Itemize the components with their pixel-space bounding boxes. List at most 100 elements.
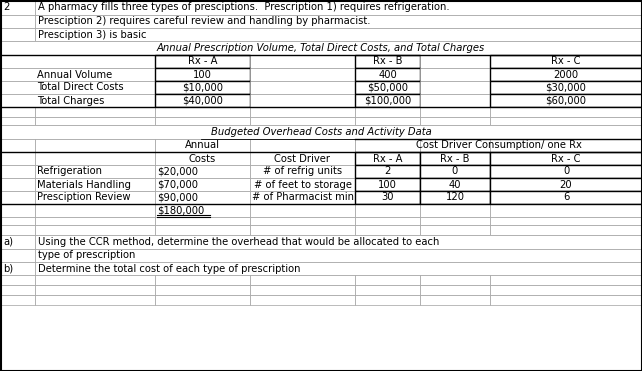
Text: 6: 6 — [563, 193, 569, 203]
Bar — [490, 295, 642, 305]
Bar — [490, 94, 642, 107]
Bar — [490, 225, 642, 235]
Bar — [420, 81, 490, 94]
Bar — [420, 295, 490, 305]
Text: Rx - A: Rx - A — [187, 56, 217, 66]
Text: 2: 2 — [385, 167, 391, 177]
Text: $10,000: $10,000 — [182, 82, 223, 92]
Bar — [155, 55, 250, 68]
Bar — [250, 165, 355, 178]
Text: b): b) — [3, 263, 13, 273]
Bar — [155, 275, 250, 285]
Bar — [35, 178, 155, 191]
Bar — [490, 165, 642, 178]
Text: 100: 100 — [193, 69, 212, 79]
Bar — [0, 41, 642, 55]
Bar — [490, 107, 642, 117]
Text: Cost Driver Consumption/ one Rx: Cost Driver Consumption/ one Rx — [415, 141, 582, 151]
Bar — [355, 295, 420, 305]
Bar — [355, 225, 420, 235]
Bar — [35, 0, 642, 15]
Text: $100,000: $100,000 — [364, 95, 411, 105]
Bar — [0, 139, 35, 152]
Bar — [155, 225, 250, 235]
Bar — [155, 165, 250, 178]
Bar — [155, 81, 250, 94]
Bar — [420, 191, 490, 204]
Bar — [420, 275, 490, 285]
Bar — [35, 249, 642, 262]
Bar — [35, 204, 155, 217]
Bar — [355, 68, 420, 81]
Bar — [355, 204, 420, 217]
Text: $40,000: $40,000 — [182, 95, 223, 105]
Text: 400: 400 — [378, 69, 397, 79]
Bar — [0, 191, 35, 204]
Bar — [35, 28, 642, 41]
Text: Budgeted Overhead Costs and Activity Data: Budgeted Overhead Costs and Activity Dat… — [211, 127, 431, 137]
Bar — [35, 165, 155, 178]
Bar — [250, 152, 355, 165]
Bar — [0, 107, 35, 117]
Bar — [35, 117, 155, 125]
Bar — [0, 94, 155, 107]
Text: $20,000: $20,000 — [157, 167, 198, 177]
Bar — [250, 204, 355, 217]
Bar — [420, 55, 490, 68]
Bar — [0, 125, 642, 139]
Bar — [420, 117, 490, 125]
Bar — [35, 217, 155, 225]
Text: a): a) — [3, 237, 13, 247]
Bar — [0, 204, 35, 217]
Text: 0: 0 — [563, 167, 569, 177]
Bar — [490, 117, 642, 125]
Bar — [35, 275, 155, 285]
Bar — [0, 217, 35, 225]
Bar — [0, 81, 155, 94]
Bar — [0, 117, 35, 125]
Bar — [490, 204, 642, 217]
Bar — [0, 225, 35, 235]
Text: Rx - B: Rx - B — [440, 154, 470, 164]
Bar — [250, 139, 355, 152]
Bar — [490, 178, 642, 191]
Text: $180,000: $180,000 — [157, 206, 204, 216]
Bar — [155, 178, 250, 191]
Bar — [490, 81, 642, 94]
Bar — [155, 191, 250, 204]
Text: 40: 40 — [449, 180, 461, 190]
Text: 0: 0 — [452, 167, 458, 177]
Bar — [490, 68, 642, 81]
Text: $30,000: $30,000 — [546, 82, 586, 92]
Text: Annual Prescription Volume, Total Direct Costs, and Total Charges: Annual Prescription Volume, Total Direct… — [157, 43, 485, 53]
Text: 120: 120 — [446, 193, 465, 203]
Bar — [355, 94, 420, 107]
Bar — [0, 178, 35, 191]
Text: Refrigeration: Refrigeration — [37, 167, 102, 177]
Text: Rx - C: Rx - C — [551, 56, 581, 66]
Bar — [355, 217, 420, 225]
Bar — [355, 55, 420, 68]
Bar — [490, 55, 642, 68]
Text: Rx - B: Rx - B — [373, 56, 403, 66]
Text: # of feet to storage: # of feet to storage — [254, 180, 352, 190]
Text: Using the CCR method, determine the overhead that would be allocated to each: Using the CCR method, determine the over… — [38, 237, 439, 247]
Text: Total Charges: Total Charges — [37, 95, 105, 105]
Bar — [355, 165, 420, 178]
Bar — [420, 165, 490, 178]
Bar — [155, 152, 250, 165]
Bar — [420, 68, 490, 81]
Bar — [355, 275, 420, 285]
Bar — [420, 107, 490, 117]
Text: Presciption Review: Presciption Review — [37, 193, 130, 203]
Text: A pharmacy fills three types of presciptions.  Prescription 1) requires refriger: A pharmacy fills three types of prescipt… — [38, 3, 449, 13]
Bar — [420, 152, 490, 165]
Bar — [250, 81, 355, 94]
Bar — [0, 249, 35, 262]
Bar — [155, 107, 250, 117]
Bar — [250, 68, 355, 81]
Bar — [35, 107, 155, 117]
Bar — [155, 139, 250, 152]
Bar — [155, 68, 250, 81]
Text: Presciption 2) requires careful review and handling by pharmacist.: Presciption 2) requires careful review a… — [38, 16, 370, 26]
